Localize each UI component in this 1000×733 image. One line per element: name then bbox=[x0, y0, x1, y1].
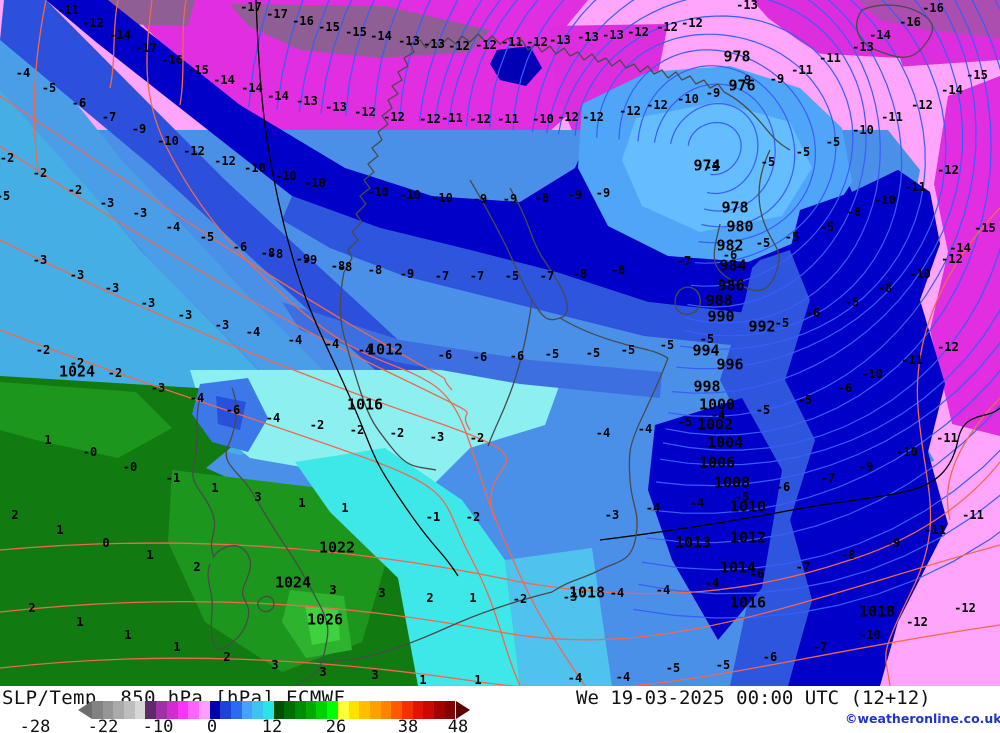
isobar-line bbox=[465, 0, 964, 394]
map-canvas bbox=[0, 0, 1000, 686]
colorbar-segment bbox=[380, 701, 392, 719]
colorbar-segment bbox=[241, 701, 253, 719]
isobar-line bbox=[398, 0, 1000, 466]
isobar-line bbox=[489, 0, 947, 370]
black-contour-lines bbox=[255, 0, 1000, 577]
temperature-colorbar bbox=[92, 701, 456, 719]
colorbar-segment bbox=[156, 701, 167, 719]
isobar-line bbox=[320, 0, 1000, 544]
royal-blue-band bbox=[0, 0, 470, 420]
caption-bar: SLP/Temp. 850 hPa [hPa] ECMWF We 19-03-2… bbox=[0, 686, 1000, 733]
colorbar-segment bbox=[391, 701, 402, 719]
colorbar-tick-label: 38 bbox=[397, 717, 419, 733]
colorbar-segment bbox=[198, 701, 210, 719]
low-core-inner bbox=[622, 102, 812, 232]
colorbar-tick-label: 26 bbox=[325, 717, 347, 733]
brightest-green-patch bbox=[305, 605, 340, 645]
colorbar-segment bbox=[444, 701, 456, 719]
light-cyan-blue-band bbox=[505, 548, 612, 686]
colorbar-segment bbox=[134, 701, 146, 719]
colorbar-segment bbox=[113, 701, 125, 719]
magenta-band-east bbox=[930, 76, 1000, 436]
isobar-line bbox=[512, 0, 926, 350]
colorbar-segment bbox=[434, 701, 445, 719]
colorbar-segment bbox=[252, 701, 263, 719]
colorbar-segment bbox=[423, 701, 434, 719]
colorbar-segment bbox=[263, 701, 274, 719]
coastline bbox=[192, 4, 934, 686]
scotland-cold-core bbox=[216, 396, 246, 430]
colorbar-segment bbox=[284, 701, 296, 719]
colorbar-segment bbox=[209, 701, 221, 719]
colorbar-segment bbox=[177, 701, 189, 719]
valid-time-caption: We 19-03-2025 00:00 UTC (12+12) bbox=[576, 687, 931, 709]
isobar-line bbox=[418, 0, 1000, 451]
colorbar-segment bbox=[145, 701, 157, 719]
isobar-lines bbox=[248, 0, 1000, 619]
isobar-line bbox=[670, 102, 759, 195]
colorbar-segment bbox=[348, 701, 360, 719]
coldest-purple-patch bbox=[230, 4, 490, 58]
colorbar-tick-label: 48 bbox=[447, 717, 469, 733]
isobar-line bbox=[687, 121, 742, 176]
isobar-line bbox=[433, 0, 992, 436]
cyan-blue-band bbox=[0, 86, 330, 455]
colorbar-segment bbox=[401, 701, 413, 719]
navy-blob-south bbox=[648, 398, 782, 640]
map-area: -17 -17 -16 -15 -15 -14 -13 -13 -12 -12 -11 -12 -13-… bbox=[0, 0, 1000, 686]
colorbar-segment bbox=[124, 701, 135, 719]
colorbar-left-arrow bbox=[78, 701, 92, 719]
colorbar-tick-label: 12 bbox=[261, 717, 283, 733]
isobar-line bbox=[596, 33, 837, 264]
navy-band-east bbox=[785, 170, 948, 686]
isotherm-red-lines bbox=[0, 0, 1000, 686]
isobar-line bbox=[345, 0, 1000, 514]
colorbar-tick-label: 0 bbox=[206, 717, 218, 733]
colorbar-segment bbox=[92, 701, 103, 719]
colorbar-segment bbox=[295, 701, 306, 719]
colorbar-tick-label: -28 bbox=[19, 717, 51, 733]
blue-band bbox=[0, 38, 420, 470]
isobar-line bbox=[447, 0, 977, 418]
isobar-line bbox=[653, 83, 776, 212]
colorbar-tick-label: -22 bbox=[87, 717, 119, 733]
colorbar-segment bbox=[316, 701, 328, 719]
colorbar-segment bbox=[305, 701, 317, 719]
colorbar-segment bbox=[166, 701, 178, 719]
isobar-line bbox=[276, 0, 1000, 595]
colorbar-segment bbox=[412, 701, 424, 719]
royal-center-band bbox=[282, 302, 662, 398]
isobar-line bbox=[637, 65, 796, 228]
colorbar-tick-label: -10 bbox=[142, 717, 174, 733]
isobar-line bbox=[373, 0, 1000, 487]
colorbar-right-arrow bbox=[456, 701, 470, 719]
colorbar-segment bbox=[273, 701, 285, 719]
pale-cyan-north-sea bbox=[190, 370, 565, 498]
colorbar-segment bbox=[359, 701, 370, 719]
colorbar-segment bbox=[327, 701, 338, 719]
colorbar-segment bbox=[188, 701, 199, 719]
credit-link[interactable]: ©weatheronline.co.uk bbox=[845, 711, 1000, 726]
isobar-line bbox=[574, 15, 854, 287]
isobar-line bbox=[298, 0, 1000, 571]
isobar-line bbox=[557, 0, 867, 308]
mid-green-region bbox=[0, 382, 172, 458]
cyan-band bbox=[295, 448, 520, 686]
isobar-line bbox=[545, 0, 881, 324]
colorbar-segment bbox=[102, 701, 114, 719]
colorbar-segment bbox=[220, 701, 231, 719]
isobar-line bbox=[531, 0, 903, 337]
colorbar-segment bbox=[369, 701, 381, 719]
colorbar-segment bbox=[337, 701, 349, 719]
colorbar-segment bbox=[230, 701, 242, 719]
isobar-line bbox=[248, 0, 1000, 619]
